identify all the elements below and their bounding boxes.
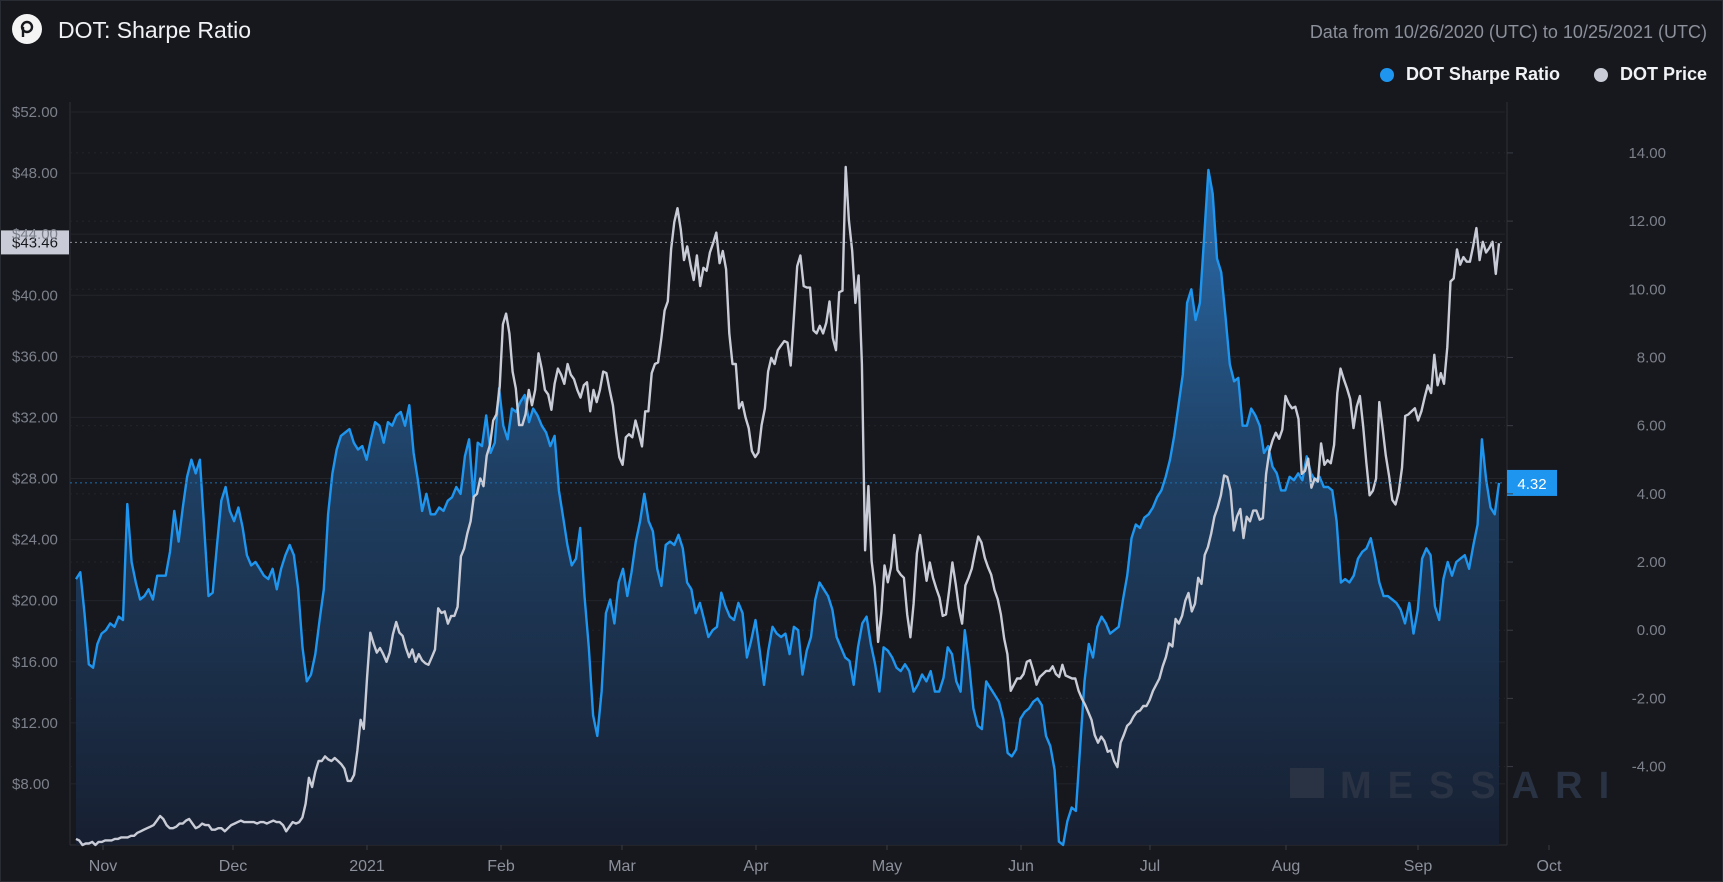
x-tick-label: Dec <box>219 858 247 875</box>
right-tick-label: 0.00 <box>1637 622 1666 639</box>
left-tick-label: $48.00 <box>12 165 58 182</box>
right-tick-label: 14.00 <box>1628 145 1666 162</box>
left-tick-label: $24.00 <box>12 532 58 549</box>
legend-item-price[interactable]: DOT Price <box>1593 64 1707 85</box>
right-tick-label: 2.00 <box>1637 554 1666 571</box>
right-tick-label: 12.00 <box>1628 213 1666 230</box>
sharpe-ratio-line <box>74 168 1501 847</box>
right-tick-label: -2.00 <box>1632 690 1666 707</box>
left-axis: $52.00 $48.00 $44.00 $40.00 $36.00 $32.00 $28.… <box>12 104 58 793</box>
x-tick-label: Jun <box>1008 858 1034 875</box>
messari-logo-icon <box>1290 768 1324 798</box>
price-badge <box>1 230 69 255</box>
price-badge-text: $43.46 <box>12 234 58 251</box>
right-tick-label: 6.00 <box>1637 418 1666 435</box>
x-tick-label: Oct <box>1537 858 1562 875</box>
chart-legend: DOT Sharpe Ratio DOT Price <box>1379 64 1707 85</box>
right-tick-label: -4.00 <box>1632 759 1666 776</box>
left-tick-label: $36.00 <box>12 348 58 365</box>
left-tick-label: $8.00 <box>12 776 50 793</box>
left-tick-label: $32.00 <box>12 409 58 426</box>
x-tick-label: May <box>872 858 902 875</box>
x-tick-label: Jul <box>1140 858 1160 875</box>
legend-label: DOT Price <box>1619 64 1707 84</box>
left-tick-label: $44.00 <box>12 226 58 243</box>
date-range: Data from 10/26/2020 (UTC) to 10/25/2021… <box>1309 22 1707 42</box>
price-line <box>75 165 1501 847</box>
x-tick-label: Mar <box>608 858 636 875</box>
x-tick-label: Feb <box>487 858 515 875</box>
x-tick-label: Nov <box>89 858 117 875</box>
x-axis: Nov Dec 2021 Feb Mar Apr May Jun Jul Aug Sep Oct <box>89 845 1562 875</box>
sharpe-badge <box>1507 469 1557 496</box>
right-tick-label: 8.00 <box>1637 349 1666 366</box>
sharpe-ratio-area <box>76 170 1499 845</box>
watermark-text: MESSARI <box>1340 765 1625 807</box>
left-tick-label: $12.00 <box>12 715 58 732</box>
right-tick-label: 10.00 <box>1628 281 1666 298</box>
x-tick-label: Aug <box>1272 858 1300 875</box>
left-tick-label: $40.00 <box>12 287 58 304</box>
left-tick-label: $20.00 <box>12 593 58 610</box>
left-tick-label: $52.00 <box>12 104 58 121</box>
chart-title: DOT: Sharpe Ratio <box>58 17 252 43</box>
legend-item-sharpe[interactable]: DOT Sharpe Ratio <box>1379 64 1560 85</box>
right-axis: 14.00 12.00 10.00 8.00 6.00 4.00 2.00 0.00 -2.00… <box>1507 145 1666 776</box>
series-areas <box>76 170 1499 845</box>
chart-header: DOT: Sharpe Ratio Data from 10/26/2020 (… <box>0 0 1723 64</box>
legend-dot-icon <box>1379 67 1394 82</box>
x-tick-label: Apr <box>744 858 770 875</box>
value-markers: $43.46 4.32 <box>1 230 1557 496</box>
x-tick-label: Sep <box>1404 858 1433 875</box>
left-tick-label: $16.00 <box>12 654 58 671</box>
messari-watermark: MESSARI <box>1290 765 1625 807</box>
right-tick-label: 4.00 <box>1637 486 1666 503</box>
legend-label: DOT Sharpe Ratio <box>1405 64 1560 84</box>
x-tick-label: 2021 <box>349 858 385 875</box>
series-lines <box>74 165 1501 847</box>
left-tick-label: $28.00 <box>12 471 58 488</box>
sharpe-badge-text: 4.32 <box>1517 476 1546 493</box>
legend-dot-icon <box>1593 67 1608 82</box>
polkadot-logo-icon <box>12 14 42 44</box>
